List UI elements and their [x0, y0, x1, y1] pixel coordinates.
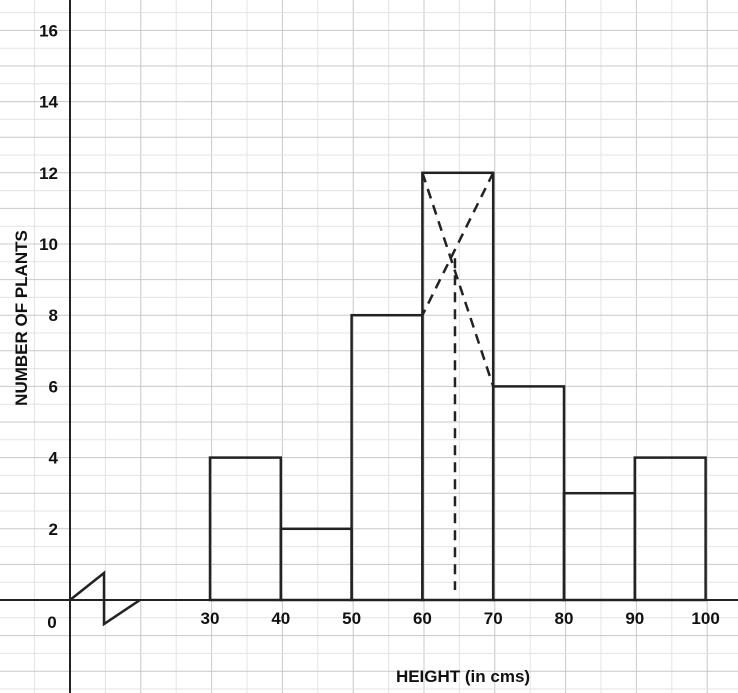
- y-tick-label: 8: [49, 306, 58, 325]
- mode-construction-lines: [421, 172, 495, 590]
- x-tick-label: 100: [691, 609, 719, 628]
- x-tick-label: 40: [271, 609, 290, 628]
- x-tick-label: 90: [625, 609, 644, 628]
- x-tick-label: 60: [413, 609, 432, 628]
- y-tick-label: 2: [49, 520, 58, 539]
- origin-label: 0: [47, 613, 56, 632]
- x-axis-title: HEIGHT (in cms): [396, 667, 530, 686]
- x-tick-label: 80: [555, 609, 574, 628]
- y-tick-label: 12: [39, 164, 58, 183]
- bars: [208, 171, 707, 602]
- histogram-bar: [633, 456, 707, 602]
- y-tick-label: 4: [49, 449, 59, 468]
- y-tick-label: 6: [49, 377, 58, 396]
- x-tick-labels: 30 40 50 60 70 80 90 100: [201, 609, 720, 628]
- y-tick-label: 16: [39, 21, 58, 40]
- mode-diagonal-right: [421, 172, 495, 316]
- y-tick-label: 14: [39, 93, 58, 112]
- x-tick-label: 70: [484, 609, 503, 628]
- y-axis-title: NUMBER OF PLANTS: [12, 230, 31, 406]
- y-tick-label: 10: [39, 235, 58, 254]
- x-tick-label: 50: [342, 609, 361, 628]
- axis-break-zigzag: [69, 570, 141, 627]
- mode-diagonal-left: [421, 172, 495, 387]
- x-tick-label: 30: [201, 609, 220, 628]
- y-tick-labels: 2 4 6 8 10 12 14 16: [39, 21, 58, 538]
